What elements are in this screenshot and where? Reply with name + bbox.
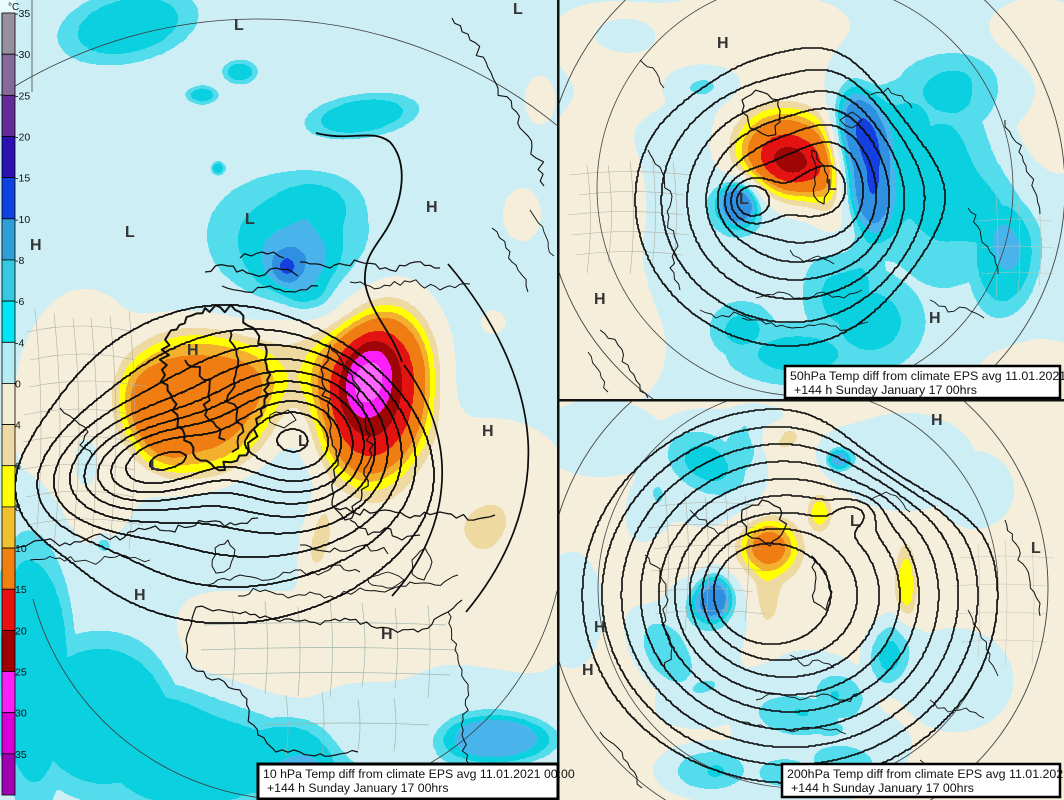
svg-text:-25: -25 xyxy=(15,90,30,102)
svg-text:H: H xyxy=(187,342,199,359)
svg-text:50hPa Temp diff from climate E: 50hPa Temp diff from climate EPS avg 11.… xyxy=(790,369,1064,383)
svg-text:+144 h Sunday January 17 00hrs: +144 h Sunday January 17 00hrs xyxy=(267,781,449,795)
svg-text:L: L xyxy=(125,224,135,241)
svg-text:+144 h Sunday January 17 00hrs: +144 h Sunday January 17 00hrs xyxy=(794,383,977,397)
svg-text:H: H xyxy=(594,619,606,636)
svg-text:200hPa Temp diff from climate: 200hPa Temp diff from climate EPS avg 11… xyxy=(787,767,1064,781)
svg-text:L: L xyxy=(234,17,244,34)
svg-text:H: H xyxy=(929,310,941,327)
svg-text:30: 30 xyxy=(15,708,27,720)
svg-text:15: 15 xyxy=(15,584,27,596)
svg-text:H: H xyxy=(426,199,438,216)
svg-text:-30: -30 xyxy=(15,49,30,61)
svg-text:35: 35 xyxy=(15,749,27,761)
svg-text:H: H xyxy=(717,35,729,52)
svg-text:H: H xyxy=(931,412,943,429)
svg-text:8: 8 xyxy=(15,502,21,514)
svg-text:L: L xyxy=(1031,540,1041,557)
svg-text:H: H xyxy=(381,626,393,643)
svg-text:L: L xyxy=(827,177,837,194)
svg-text:10: 10 xyxy=(15,543,27,555)
svg-text:L: L xyxy=(513,1,523,18)
svg-text:-35: -35 xyxy=(15,8,30,20)
svg-text:-8: -8 xyxy=(15,255,24,267)
svg-text:-6: -6 xyxy=(15,296,24,308)
svg-text:L: L xyxy=(739,191,749,208)
svg-text:-10: -10 xyxy=(15,214,30,226)
svg-text:H: H xyxy=(594,291,606,308)
svg-text:L: L xyxy=(245,211,255,228)
svg-text:10 hPa Temp diff from climate: 10 hPa Temp diff from climate EPS avg 11… xyxy=(263,767,575,781)
svg-text:H: H xyxy=(30,237,42,254)
svg-text:H: H xyxy=(134,587,146,604)
svg-text:L: L xyxy=(850,513,860,530)
svg-text:-20: -20 xyxy=(15,132,30,144)
svg-text:4: 4 xyxy=(15,420,21,432)
svg-text:6: 6 xyxy=(15,461,21,473)
svg-text:°C: °C xyxy=(8,2,19,13)
svg-text:-15: -15 xyxy=(15,173,30,185)
svg-text:0: 0 xyxy=(15,378,21,390)
svg-text:H: H xyxy=(582,662,594,679)
svg-text:+144 h Sunday January 17 00hrs: +144 h Sunday January 17 00hrs xyxy=(791,781,974,795)
svg-text:-4: -4 xyxy=(15,337,24,349)
svg-text:L: L xyxy=(150,457,160,474)
svg-text:L: L xyxy=(298,433,308,450)
svg-text:H: H xyxy=(482,423,494,440)
svg-text:25: 25 xyxy=(15,667,27,679)
svg-text:20: 20 xyxy=(15,625,27,637)
